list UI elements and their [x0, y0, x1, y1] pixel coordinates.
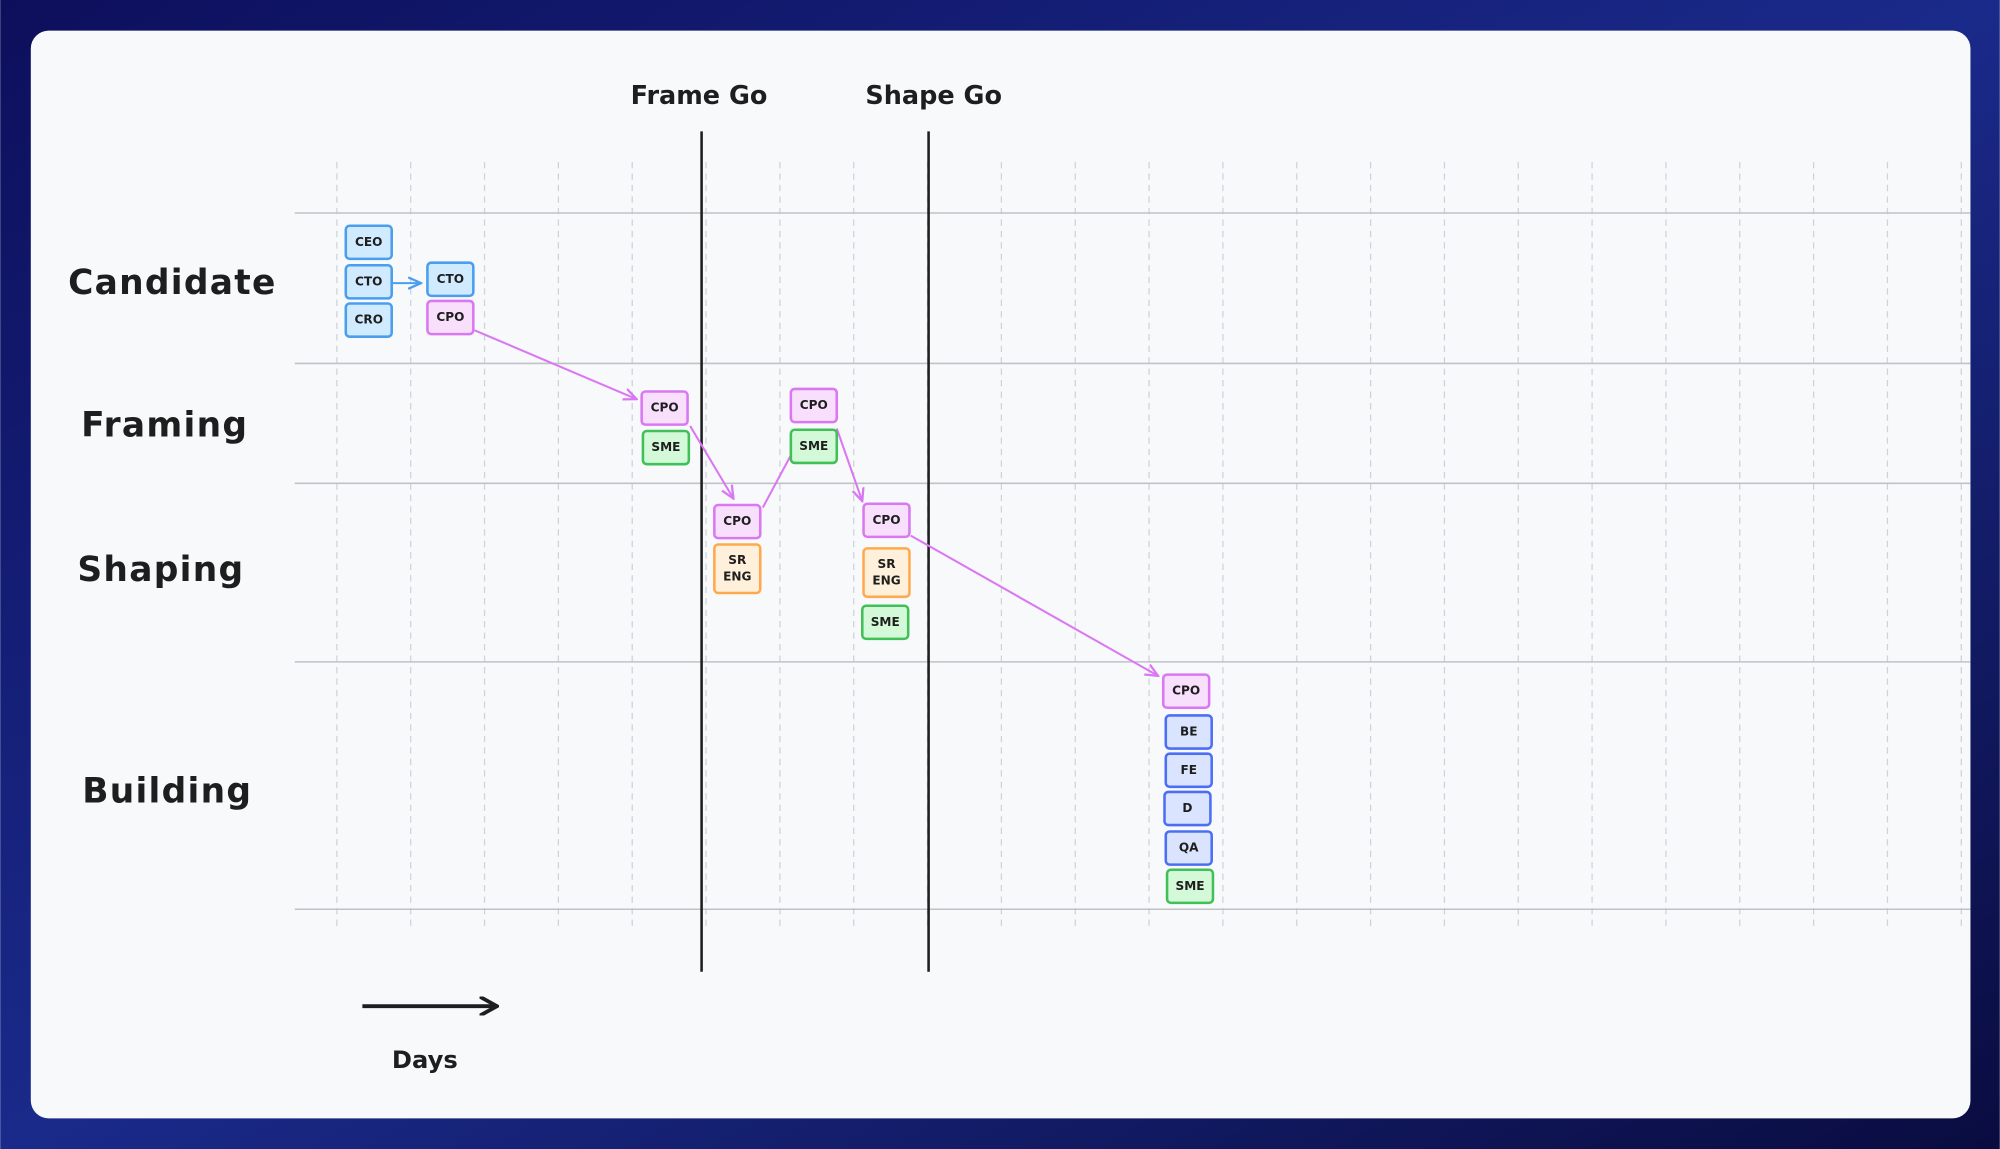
box-label: SME	[1175, 879, 1204, 893]
box-label: D	[1182, 801, 1192, 815]
box-label: SME	[651, 440, 680, 454]
box-label: FE	[1180, 763, 1197, 777]
arrow	[835, 428, 863, 501]
lane-label: Framing	[81, 406, 248, 446]
arrow	[689, 425, 733, 499]
role-box: FE	[1164, 752, 1213, 789]
role-box: CPO	[789, 387, 839, 424]
box	[860, 604, 910, 641]
box	[862, 502, 911, 539]
arrow	[761, 454, 792, 509]
flow-arrows	[392, 283, 1158, 676]
role-box: CEO	[344, 224, 393, 261]
arrow	[910, 534, 1158, 676]
role-box: D	[1163, 790, 1212, 827]
box	[426, 261, 475, 298]
role-box: SME	[641, 429, 691, 466]
role-box: SME	[789, 428, 839, 465]
box	[640, 390, 689, 426]
box	[641, 429, 691, 466]
box-label: CRO	[354, 313, 383, 327]
role-box: SME	[860, 604, 910, 641]
role-box: CPO	[862, 502, 911, 539]
canvas	[30, 30, 1971, 1119]
box-label: BE	[1180, 724, 1198, 738]
role-box: CPO	[1161, 673, 1211, 710]
box-label: CPO	[723, 514, 751, 528]
axis-label: Days	[392, 1046, 458, 1074]
role-box: SR ENG	[862, 547, 911, 599]
box	[713, 543, 762, 595]
box	[1161, 673, 1211, 710]
lane-label: Shaping	[77, 550, 244, 590]
box-label: SR	[877, 557, 896, 571]
box-label: CTO	[355, 274, 382, 288]
box	[789, 387, 839, 424]
box	[426, 299, 475, 336]
box	[1164, 714, 1213, 750]
role-box: QA	[1164, 830, 1213, 866]
box	[344, 302, 393, 338]
box	[344, 263, 393, 300]
box-label: ENG	[723, 570, 751, 584]
box	[1164, 830, 1213, 866]
box-label: CEO	[355, 235, 382, 249]
box-label: ENG	[872, 573, 900, 587]
box-label: CPO	[1172, 684, 1200, 698]
milestone-label: Frame Go	[631, 81, 768, 111]
role-box: CPO	[713, 503, 762, 540]
lane-label: Building	[82, 772, 252, 812]
role-box: CRO	[344, 302, 393, 338]
milestone-label: Shape Go	[865, 81, 1002, 111]
box-label: CPO	[872, 513, 900, 527]
box	[344, 224, 393, 261]
box-label: SR	[728, 553, 747, 567]
box	[713, 503, 762, 540]
role-box: CPO	[640, 390, 689, 426]
role-box: CTO	[344, 263, 393, 300]
role-box: SR ENG	[713, 543, 762, 595]
box	[1164, 752, 1213, 789]
lane-label: Candidate	[68, 263, 277, 303]
arrow	[474, 329, 637, 399]
role-box: CTO	[426, 261, 475, 298]
nodes: CEO CTO CRO CTO CPO CPO SME CPO SR ENG CPO SME CPO SR…	[344, 224, 1215, 905]
role-box: SME	[1165, 868, 1215, 905]
box-label: CPO	[651, 401, 679, 415]
role-box: BE	[1164, 714, 1213, 750]
box-label: QA	[1179, 841, 1199, 855]
role-box: CPO	[426, 299, 475, 336]
box-label: CTO	[437, 272, 464, 286]
box	[789, 428, 839, 465]
box-label: CPO	[800, 398, 828, 412]
box-label: SME	[871, 615, 900, 629]
box	[1165, 868, 1215, 905]
box	[862, 547, 911, 599]
box-label: CPO	[436, 310, 464, 324]
box	[1163, 790, 1212, 827]
box-label: SME	[799, 439, 828, 453]
